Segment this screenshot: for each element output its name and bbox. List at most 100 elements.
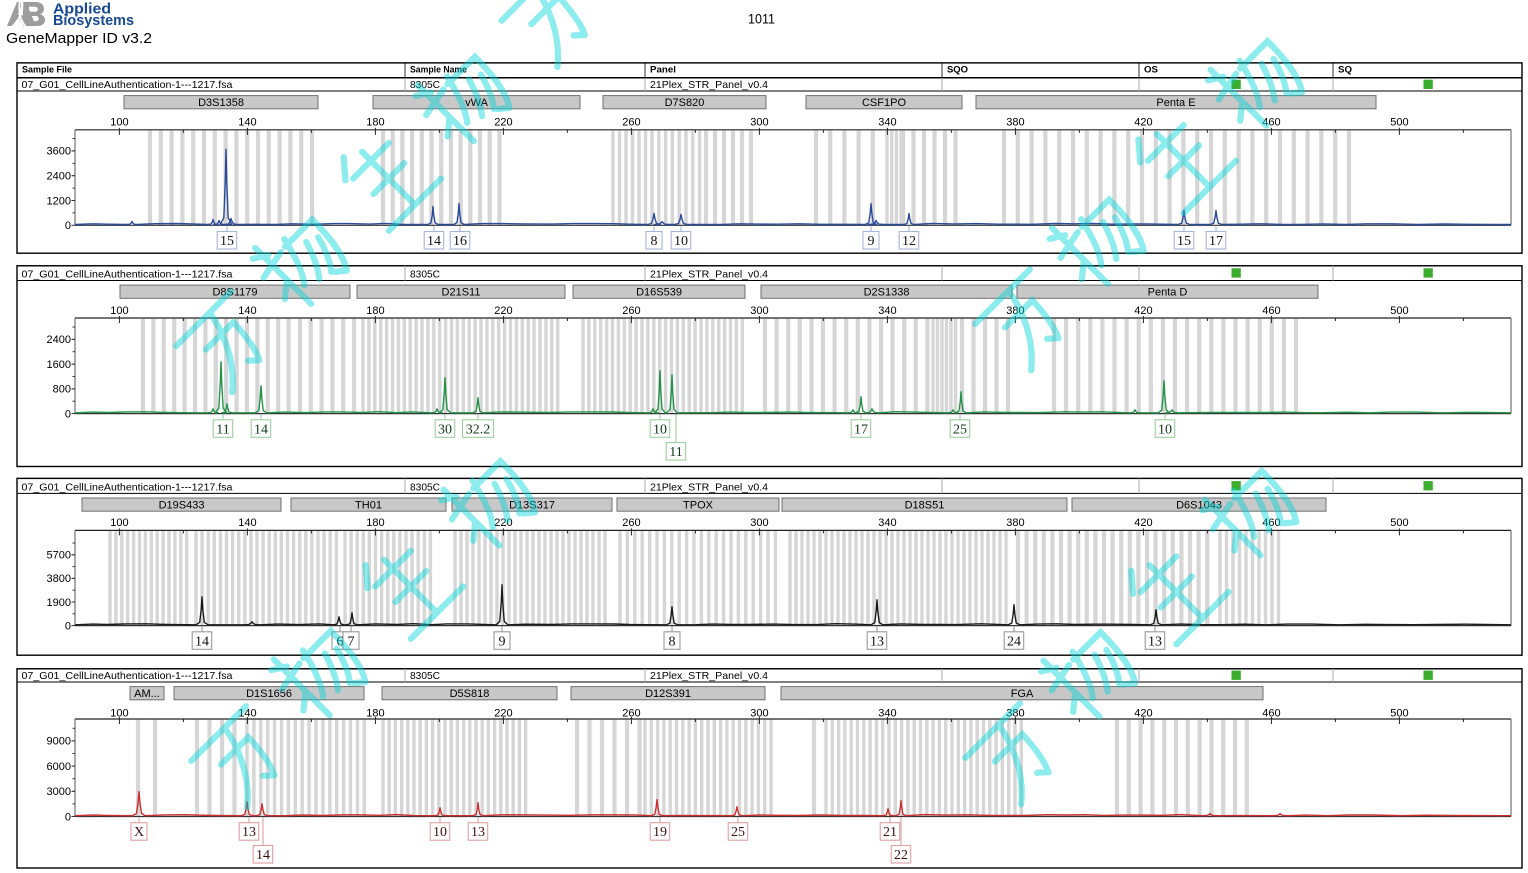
svg-text:340: 340: [878, 708, 896, 720]
svg-text:12: 12: [902, 234, 916, 249]
svg-text:14: 14: [195, 634, 209, 649]
svg-text:16: 16: [453, 234, 467, 249]
svg-text:8305C: 8305C: [410, 670, 440, 682]
svg-text:180: 180: [366, 117, 384, 129]
svg-text:10: 10: [674, 234, 688, 249]
svg-text:220: 220: [494, 708, 512, 720]
svg-text:1600: 1600: [47, 359, 71, 371]
svg-text:17: 17: [854, 422, 868, 437]
svg-text:Penta D: Penta D: [1148, 287, 1188, 299]
svg-text:8: 8: [669, 634, 676, 649]
svg-text:Penta E: Penta E: [1156, 97, 1195, 109]
svg-text:32.2: 32.2: [466, 422, 491, 437]
svg-text:D8S1179: D8S1179: [212, 287, 257, 299]
svg-text:9000: 9000: [47, 736, 71, 748]
svg-text:22: 22: [894, 848, 908, 863]
svg-text:D12S391: D12S391: [645, 688, 691, 700]
svg-text:0: 0: [65, 408, 71, 420]
svg-text:TH01: TH01: [355, 499, 382, 511]
svg-text:10: 10: [1158, 422, 1172, 437]
svg-text:5700: 5700: [47, 550, 71, 562]
svg-text:100: 100: [110, 517, 128, 529]
svg-text:2400: 2400: [47, 171, 71, 183]
svg-text:15: 15: [220, 234, 234, 249]
svg-text:11: 11: [669, 445, 682, 460]
svg-text:D2S1338: D2S1338: [864, 287, 910, 299]
svg-text:CSF1PO: CSF1PO: [862, 97, 906, 109]
svg-text:460: 460: [1262, 708, 1280, 720]
svg-text:420: 420: [1134, 708, 1152, 720]
svg-text:07_G01_CellLineAuthentication-: 07_G01_CellLineAuthentication-1---1217.f…: [22, 79, 233, 91]
svg-text:24: 24: [1007, 634, 1021, 649]
svg-text:FGA: FGA: [1011, 688, 1034, 700]
svg-text:13: 13: [471, 825, 485, 840]
svg-text:21Plex_STR_Panel_v0.4: 21Plex_STR_Panel_v0.4: [650, 79, 768, 91]
svg-text:140: 140: [238, 117, 256, 129]
svg-text:D16S539: D16S539: [636, 287, 682, 299]
svg-text:140: 140: [238, 517, 256, 529]
svg-text:300: 300: [750, 708, 768, 720]
svg-text:180: 180: [366, 305, 384, 317]
svg-text:7: 7: [348, 634, 355, 649]
svg-text:14: 14: [256, 848, 270, 863]
svg-text:SQO: SQO: [947, 65, 968, 76]
svg-text:Sample File: Sample File: [22, 65, 72, 76]
svg-text:500: 500: [1390, 305, 1408, 317]
svg-text:Sample Name: Sample Name: [410, 65, 467, 76]
svg-text:340: 340: [878, 305, 896, 317]
svg-text:0: 0: [65, 220, 71, 232]
svg-text:8305C: 8305C: [410, 269, 440, 281]
svg-text:AM...: AM...: [134, 688, 160, 700]
svg-text:340: 340: [878, 117, 896, 129]
svg-text:TPOX: TPOX: [683, 499, 714, 511]
svg-text:300: 300: [750, 305, 768, 317]
svg-text:220: 220: [494, 305, 512, 317]
svg-text:07_G01_CellLineAuthentication-: 07_G01_CellLineAuthentication-1---1217.f…: [22, 269, 233, 281]
svg-text:D3S1358: D3S1358: [198, 97, 244, 109]
svg-text:D21S11: D21S11: [442, 287, 481, 299]
svg-text:13: 13: [242, 825, 256, 840]
svg-text:17: 17: [1209, 234, 1223, 249]
svg-text:380: 380: [1006, 517, 1024, 529]
svg-text:380: 380: [1006, 117, 1024, 129]
svg-text:15: 15: [1177, 234, 1191, 249]
svg-text:Panel: Panel: [650, 65, 676, 76]
svg-text:180: 180: [366, 517, 384, 529]
svg-text:9: 9: [868, 234, 875, 249]
svg-text:Applied: Applied: [53, 2, 111, 18]
svg-text:260: 260: [622, 708, 640, 720]
svg-text:11: 11: [216, 422, 229, 437]
svg-text:3800: 3800: [47, 573, 71, 585]
svg-text:260: 260: [622, 117, 640, 129]
svg-text:420: 420: [1134, 117, 1152, 129]
svg-text:2400: 2400: [47, 334, 71, 346]
svg-text:1900: 1900: [47, 597, 71, 609]
svg-text:GeneMapper ID v3.2: GeneMapper ID v3.2: [6, 30, 152, 47]
svg-text:340: 340: [878, 517, 896, 529]
svg-text:260: 260: [622, 305, 640, 317]
svg-text:D7S820: D7S820: [665, 97, 705, 109]
svg-text:220: 220: [494, 117, 512, 129]
svg-text:8305C: 8305C: [410, 481, 440, 493]
svg-text:21Plex_STR_Panel_v0.4: 21Plex_STR_Panel_v0.4: [650, 269, 768, 281]
svg-text:0: 0: [65, 620, 71, 632]
svg-text:10: 10: [433, 825, 447, 840]
svg-text:21Plex_STR_Panel_v0.4: 21Plex_STR_Panel_v0.4: [650, 670, 768, 682]
svg-text:07_G01_CellLineAuthentication-: 07_G01_CellLineAuthentication-1---1217.f…: [22, 670, 233, 682]
svg-text:13: 13: [870, 634, 884, 649]
svg-text:25: 25: [731, 825, 745, 840]
svg-text:21Plex_STR_Panel_v0.4: 21Plex_STR_Panel_v0.4: [650, 481, 768, 493]
svg-text:SQ: SQ: [1338, 65, 1352, 76]
svg-text:OS: OS: [1144, 65, 1158, 76]
svg-text:3000: 3000: [47, 786, 71, 798]
svg-text:1011: 1011: [748, 12, 775, 27]
svg-text:800: 800: [53, 384, 71, 396]
svg-text:180: 180: [366, 708, 384, 720]
svg-text:500: 500: [1390, 708, 1408, 720]
svg-text:X: X: [134, 825, 144, 840]
svg-text:Biosystems: Biosystems: [53, 13, 134, 29]
svg-text:21: 21: [883, 825, 897, 840]
svg-text:0: 0: [65, 811, 71, 823]
svg-text:25: 25: [953, 422, 967, 437]
svg-text:D19S433: D19S433: [159, 499, 205, 511]
